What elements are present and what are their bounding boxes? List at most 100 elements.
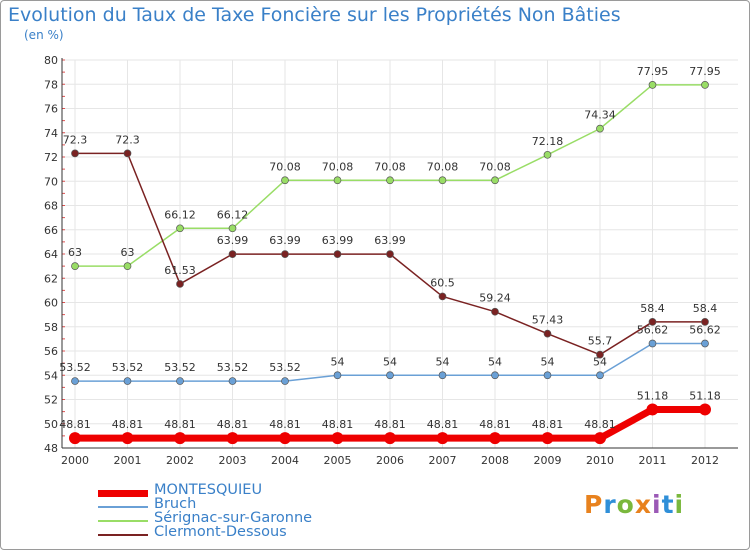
data-label-montesquieu: 48.81 (584, 418, 616, 431)
data-label-clermont-dessous: 59.24 (479, 292, 511, 305)
data-point-serignac-sur-garonne (281, 176, 289, 185)
data-label-bruch: 54 (488, 355, 502, 368)
y-tick-label: 66 (44, 224, 58, 237)
data-point-montesquieu (279, 432, 291, 445)
y-tick-label: 78 (44, 78, 58, 91)
legend-label: Clermont-Dessous (154, 524, 287, 540)
data-point-montesquieu (174, 432, 186, 445)
data-point-montesquieu (331, 432, 344, 445)
y-tick-label: 70 (44, 175, 58, 188)
data-label-serignac-sur-garonne: 70.08 (427, 160, 459, 173)
data-label-serignac-sur-garonne: 70.08 (269, 160, 301, 173)
data-point-serignac-sur-garonne (701, 81, 709, 89)
data-label-serignac-sur-garonne: 70.08 (322, 160, 354, 173)
y-tick-label: 80 (44, 54, 58, 67)
data-label-serignac-sur-garonne: 70.08 (374, 160, 406, 173)
data-label-serignac-sur-garonne: 63 (68, 246, 82, 259)
y-tick-label: 50 (44, 418, 58, 431)
data-label-bruch: 54 (331, 355, 345, 368)
data-point-clermont-dessous (281, 250, 289, 258)
data-point-bruch (648, 339, 657, 348)
data-point-montesquieu (69, 432, 81, 445)
y-tick-label: 48 (44, 442, 58, 455)
data-point-bruch (228, 377, 237, 385)
x-tick-label: 2002 (166, 454, 194, 467)
data-point-serignac-sur-garonne (596, 124, 604, 133)
y-tick-label: 54 (44, 369, 58, 382)
data-label-bruch: 53.52 (59, 361, 91, 374)
y-tick-label: 52 (44, 394, 58, 407)
data-label-clermont-dessous: 61.53 (164, 264, 196, 277)
data-point-clermont-dessous (543, 329, 552, 338)
x-tick-label: 2001 (114, 454, 142, 467)
data-point-bruch (71, 377, 79, 385)
data-label-montesquieu: 48.81 (269, 418, 301, 431)
data-point-serignac-sur-garonne (123, 262, 132, 270)
data-label-bruch: 54 (593, 355, 607, 368)
data-label-bruch: 53.52 (164, 361, 196, 374)
data-label-serignac-sur-garonne: 70.08 (479, 160, 511, 173)
logo-letter: r (603, 490, 617, 519)
y-tick-label: 68 (44, 200, 58, 213)
proxiti-logo: Proxiti (584, 490, 684, 519)
logo-letter: i (652, 490, 662, 519)
data-label-montesquieu: 48.81 (479, 418, 511, 431)
data-point-clermont-dessous (491, 307, 499, 316)
data-point-serignac-sur-garonne (333, 176, 342, 185)
data-label-montesquieu: 48.81 (217, 418, 249, 431)
y-tick-label: 56 (44, 345, 58, 358)
legend-swatch (98, 520, 148, 522)
data-label-clermont-dessous: 72.3 (115, 133, 140, 146)
data-point-bruch (596, 371, 604, 380)
y-tick-label: 58 (44, 321, 58, 334)
legend-swatch (98, 506, 148, 508)
data-label-clermont-dessous: 60.5 (430, 276, 455, 289)
x-tick-label: 2008 (481, 454, 509, 467)
data-point-montesquieu (541, 432, 554, 445)
data-label-serignac-sur-garonne: 63 (121, 246, 135, 259)
data-point-clermont-dessous (176, 280, 184, 288)
data-point-montesquieu (436, 432, 449, 445)
data-point-serignac-sur-garonne (648, 81, 657, 89)
x-tick-label: 2005 (324, 454, 352, 467)
x-tick-label: 2012 (691, 454, 719, 467)
data-point-clermont-dessous (228, 250, 237, 258)
data-label-montesquieu: 48.81 (322, 418, 354, 431)
data-label-clermont-dessous: 63.99 (217, 234, 249, 247)
y-tick-label: 62 (44, 272, 58, 285)
data-label-montesquieu: 48.81 (427, 418, 459, 431)
data-point-montesquieu (226, 432, 239, 445)
data-label-bruch: 54 (436, 355, 450, 368)
chart-title: Evolution du Taux de Taxe Foncière sur l… (8, 4, 621, 26)
data-point-clermont-dessous (438, 292, 447, 301)
data-point-montesquieu (384, 432, 396, 445)
data-label-bruch: 56.62 (689, 323, 721, 336)
logo-letter: P (584, 490, 604, 519)
legend-label: MONTESQUIEU (154, 482, 263, 498)
data-label-bruch: 53.52 (217, 361, 249, 374)
data-label-clermont-dessous: 57.43 (532, 314, 564, 327)
data-point-clermont-dessous (386, 250, 394, 258)
data-point-clermont-dessous (701, 318, 709, 326)
data-label-clermont-dessous: 63.99 (374, 234, 406, 247)
y-tick-label: 76 (44, 103, 58, 116)
data-label-serignac-sur-garonne: 66.12 (217, 208, 249, 221)
x-tick-label: 2009 (534, 454, 562, 467)
logo-letter: t (661, 490, 675, 519)
data-point-serignac-sur-garonne (543, 150, 552, 159)
data-label-bruch: 54 (383, 355, 397, 368)
data-point-montesquieu (646, 403, 659, 416)
data-label-montesquieu: 48.81 (532, 418, 564, 431)
data-label-serignac-sur-garonne: 66.12 (164, 208, 196, 221)
y-tick-label: 74 (44, 127, 58, 140)
unit-label: (en %) (24, 28, 64, 42)
logo-letter: x (634, 490, 652, 519)
data-point-bruch (176, 377, 184, 385)
data-point-clermont-dessous (648, 318, 657, 326)
y-tick-label: 60 (44, 297, 58, 310)
legend-label: Sérignac-sur-Garonne (154, 510, 313, 526)
data-point-serignac-sur-garonne (386, 176, 394, 185)
data-label-bruch: 53.52 (269, 361, 301, 374)
data-point-bruch (281, 377, 289, 385)
